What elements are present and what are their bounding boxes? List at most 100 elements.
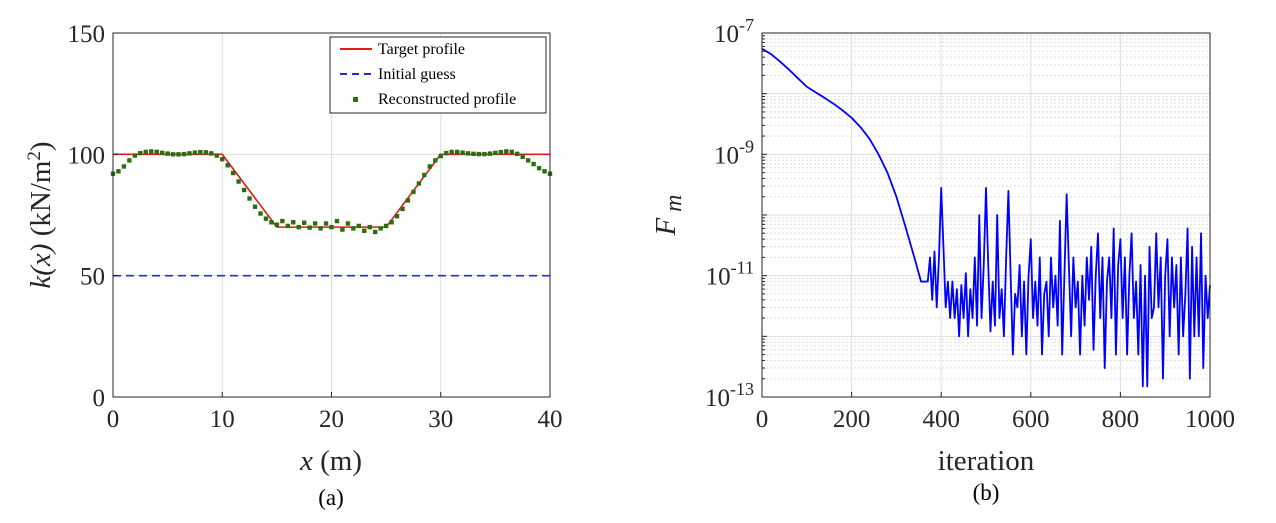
reconstructed-point: [116, 169, 121, 174]
reconstructed-point: [389, 220, 394, 225]
reconstructed-point: [236, 179, 241, 184]
legend-label-target: Target profile: [378, 41, 465, 58]
reconstructed-point: [416, 181, 422, 186]
reconstructed-point: [422, 172, 427, 178]
reconstructed-point: [312, 221, 318, 226]
panel-a-xtick-label: 0: [107, 406, 120, 433]
panel-a-legend: Target profile Initial guess Reconstruct…: [329, 36, 547, 114]
reconstructed-point: [252, 204, 258, 209]
panel-a-xtick-label: 30: [428, 406, 453, 433]
reconstructed-point: [247, 196, 252, 201]
panel-b-xtick-label: 200: [833, 406, 871, 433]
panel-a-ylabel-unit: (kN/m: [25, 160, 57, 243]
reconstructed-point: [427, 164, 433, 169]
panel-b-xtick-label: 400: [922, 406, 960, 433]
reconstructed-point: [318, 226, 323, 231]
reconstructed-point: [454, 149, 460, 155]
panel-b-ticks: 0 200 400 600 800 1000 10-13 10-11 10-9 10-7: [705, 15, 1235, 433]
reconstructed-point: [280, 218, 285, 224]
panel-a-ytick-label: 50: [80, 264, 105, 291]
reconstructed-point: [493, 150, 498, 156]
panel-b-ylabel: Fm: [650, 194, 687, 236]
reconstructed-point: [444, 150, 449, 156]
reconstructed-point: [476, 151, 482, 157]
panel-a-ytick-label: 100: [68, 142, 106, 169]
reconstructed-point: [536, 165, 542, 171]
reconstructed-point: [192, 150, 198, 155]
legend-swatch-reconstructed: [353, 97, 358, 102]
panel-a-ylabel-sup: 2: [24, 151, 45, 161]
reconstructed-point: [187, 151, 192, 156]
panel-a-xlabel: x (m): [299, 445, 362, 477]
reconstructed-point: [362, 228, 367, 233]
reconstructed-point: [520, 154, 525, 159]
reconstructed-point: [449, 149, 454, 155]
reconstructed-point: [230, 170, 236, 176]
reconstructed-point: [329, 224, 334, 230]
series-convergence: [761, 47, 1211, 388]
reconstructed-point: [214, 153, 219, 158]
reconstructed-point: [438, 153, 443, 159]
panel-b-xtick-label: 0: [756, 406, 769, 433]
reconstructed-point: [269, 220, 274, 225]
panel-a-ticks: 0 10 20 30 40 0 50 100 150: [68, 21, 563, 433]
reconstructed-point: [181, 151, 187, 157]
panel-b-xlabel: iteration: [938, 445, 1035, 477]
panel-b-ytick-label: 10-7: [714, 15, 754, 48]
reconstructed-point: [351, 226, 356, 231]
panel-b-xtick-label: 1000: [1185, 406, 1235, 433]
panel-a-series: [110, 149, 553, 277]
reconstructed-point: [378, 226, 383, 231]
panel-a-ytick-label: 0: [93, 385, 106, 412]
panel-a-ylabel: k(x) (kN/m2): [24, 141, 57, 288]
reconstructed-point: [258, 211, 263, 216]
panel-a-ylabel-close: ): [25, 141, 57, 151]
reconstructed-point: [394, 214, 400, 219]
reconstructed-point: [121, 164, 127, 169]
reconstructed-point: [373, 229, 378, 235]
reconstructed-point: [291, 220, 296, 225]
reconstructed-point: [542, 169, 547, 174]
reconstructed-point: [504, 149, 509, 154]
panel-b-ytick-label: 10-13: [705, 379, 754, 412]
panel-a: 0 10 20 30 40 0 50 100 150 Target profile Initia…: [24, 21, 563, 510]
reconstructed-point: [471, 151, 476, 157]
reconstructed-point: [345, 221, 351, 226]
reconstructed-point: [225, 163, 230, 168]
reconstructed-point: [498, 149, 504, 155]
panel-a-ytick-label: 150: [68, 21, 106, 48]
panel-a-xtick-label: 40: [538, 406, 563, 433]
reconstructed-point: [170, 152, 176, 157]
panel-b-ylabel-sub: m: [661, 194, 687, 211]
reconstructed-point: [165, 151, 170, 156]
reconstructed-point: [515, 151, 520, 157]
panel-a-xtick-label: 10: [210, 406, 235, 433]
reconstructed-point: [220, 156, 225, 162]
reconstructed-point: [509, 149, 514, 155]
reconstructed-point: [400, 206, 405, 212]
reconstructed-point: [383, 223, 389, 229]
reconstructed-point: [274, 222, 280, 227]
reconstructed-point: [301, 220, 307, 225]
panel-b-ytick-label: 10-9: [714, 136, 754, 169]
reconstructed-point: [209, 151, 214, 156]
reconstructed-point: [460, 150, 465, 155]
reconstructed-point: [198, 149, 203, 155]
panel-b: 0 200 400 600 800 1000 10-13 10-11 10-9 10-7 Fm i…: [650, 15, 1235, 505]
reconstructed-point: [149, 149, 154, 154]
reconstructed-point: [138, 150, 143, 156]
reconstructed-point: [465, 151, 471, 156]
legend-label-initial: Initial guess: [378, 66, 456, 83]
panel-a-xtick-label: 20: [319, 406, 344, 433]
reconstructed-point: [482, 151, 487, 157]
reconstructed-point: [525, 158, 531, 163]
reconstructed-point: [296, 224, 301, 230]
reconstructed-point: [334, 218, 340, 224]
panel-b-ylabel-var: F: [650, 218, 682, 237]
reconstructed-point: [143, 149, 148, 155]
reconstructed-point: [203, 150, 209, 155]
reconstructed-point: [487, 151, 493, 156]
panel-b-xtick-label: 800: [1102, 406, 1140, 433]
panel-b-caption: (b): [973, 480, 1000, 505]
